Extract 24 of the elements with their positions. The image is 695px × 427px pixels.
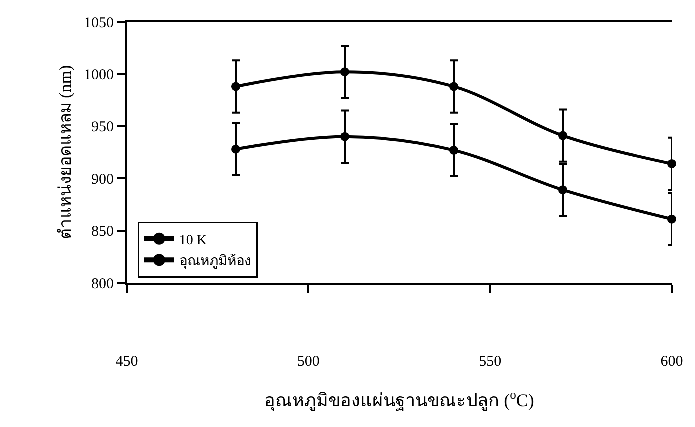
x-axis-title: อุณหภูมิของแผ่นฐานขณะปลูก ($^{o}$C) bbox=[264, 388, 534, 412]
point bbox=[232, 144, 240, 154]
x-tick-label: 450 bbox=[116, 354, 138, 370]
point bbox=[668, 159, 676, 168]
point bbox=[450, 82, 458, 92]
y-tick-label: 1000 bbox=[84, 67, 114, 84]
y-tick-label: 850 bbox=[92, 224, 114, 240]
point bbox=[668, 214, 676, 224]
point bbox=[340, 68, 350, 77]
point bbox=[340, 132, 350, 142]
point bbox=[558, 131, 568, 140]
legend-label: 10 K bbox=[179, 233, 208, 248]
y-axis-title: ตำแหน่งยอดแหลม (nm) bbox=[56, 65, 76, 240]
point bbox=[558, 186, 568, 195]
y-tick-label: 900 bbox=[92, 172, 114, 188]
point bbox=[232, 82, 240, 92]
x-tick-label: 550 bbox=[479, 354, 502, 370]
legend-label: อุณหภูมิห้อง bbox=[179, 254, 252, 270]
y-tick-label: 1050 bbox=[84, 15, 114, 32]
x-tick-label: 600 bbox=[660, 354, 684, 370]
y-tick-label: 800 bbox=[92, 276, 114, 292]
x-tick-label: 500 bbox=[297, 354, 320, 370]
y-tick-label: 950 bbox=[92, 120, 114, 136]
point bbox=[450, 146, 458, 155]
